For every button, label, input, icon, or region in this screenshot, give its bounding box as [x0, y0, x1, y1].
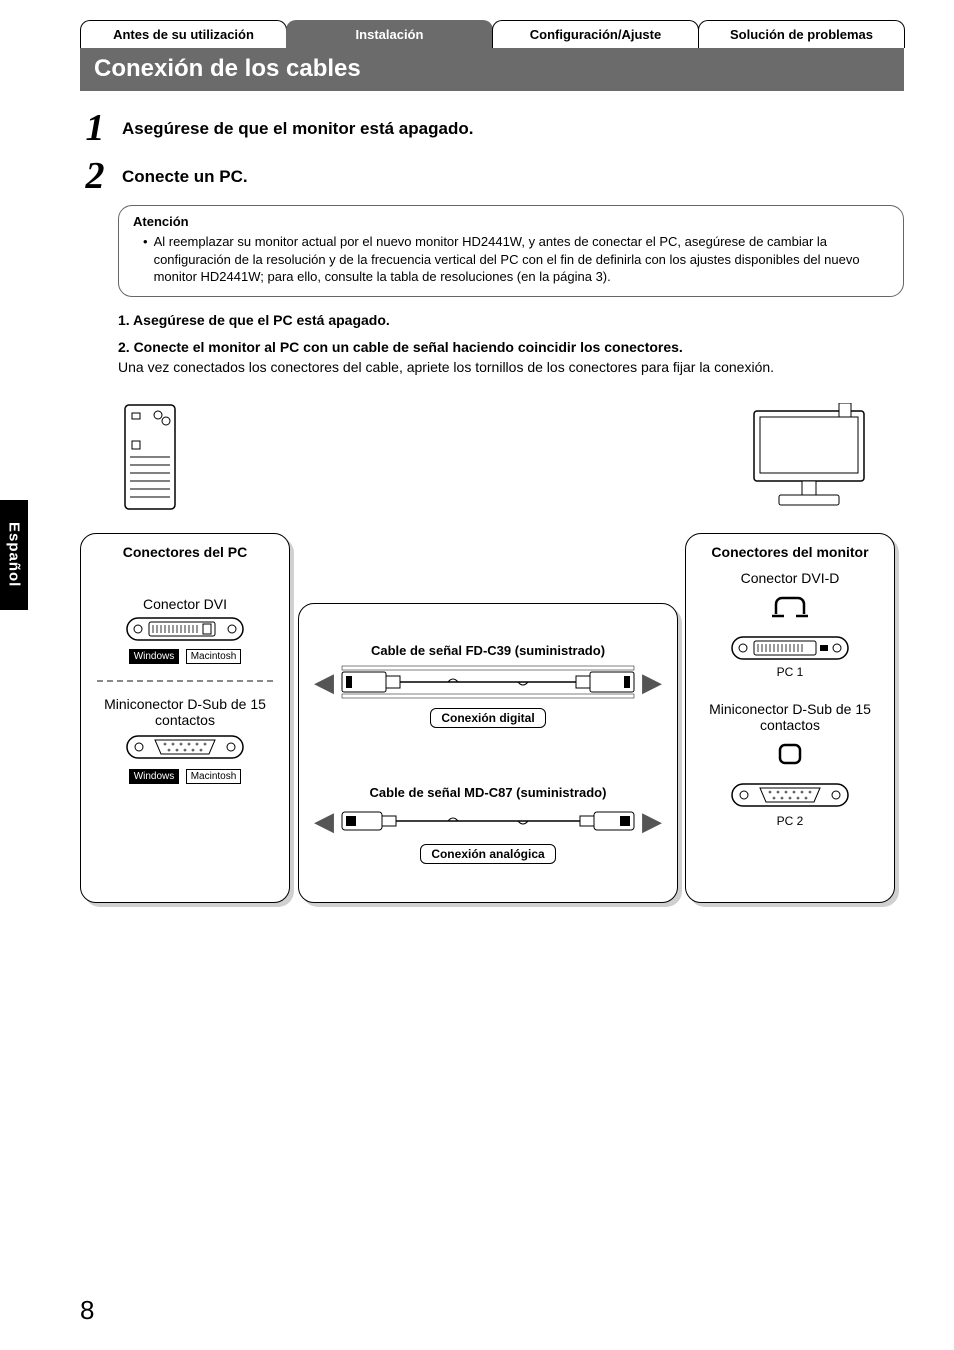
analog-connection-tag: Conexión analógica [420, 844, 555, 864]
dvid-port-icon [730, 635, 850, 661]
steps: 1 Asegúrese de que el monitor está apaga… [80, 109, 904, 923]
dvi-label: Conector DVI [89, 596, 281, 612]
pc1-label: PC 1 [694, 665, 886, 679]
arrow-left-icon: ◀ [314, 808, 334, 834]
arrow-right-icon: ▶ [642, 808, 662, 834]
substep-2-title: 2. Conecte el monitor al PC con un cable… [118, 339, 683, 355]
dsub-label-left: Miniconector D-Sub de 15 contactos [89, 696, 281, 728]
pc-tower-icon [120, 403, 180, 513]
step-1-number: 1 [80, 109, 110, 147]
step-2: 2 Conecte un PC. [80, 157, 904, 195]
dvid-symbol-icon [770, 594, 810, 622]
tab-installation[interactable]: Instalación [286, 20, 493, 48]
connection-diagram: Conectores del PC Conector DVI [80, 403, 904, 923]
cable-mdc87-label: Cable de señal MD-C87 (suministrado) [307, 785, 669, 800]
dsub-port-icon [730, 780, 850, 810]
attention-box: Atención Al reemplazar su monitor actual… [118, 205, 904, 297]
macintosh-badge: Macintosh [186, 649, 242, 664]
dsub-symbol-icon [774, 741, 806, 767]
dvi-cable-icon [338, 662, 638, 702]
monitor-connectors-box: Conectores del monitor Conector DVI-D [685, 533, 895, 903]
cable-analog-group: Cable de señal MD-C87 (suministrado) ◀ [307, 785, 669, 864]
divider [97, 680, 273, 682]
dvi-port-icon [125, 616, 245, 642]
monitor-connectors-title: Conectores del monitor [694, 544, 886, 560]
dsub-port-icon [125, 732, 245, 762]
pc2-label: PC 2 [694, 814, 886, 828]
attention-bullet: Al reemplazar su monitor actual por el n… [143, 233, 889, 286]
cables-box: Cable de señal FD-C39 (suministrado) ◀ [298, 603, 678, 903]
substep-1: 1. Asegúrese de que el PC está apagado. [118, 311, 904, 331]
page-number: 8 [80, 1295, 94, 1326]
arrow-left-icon: ◀ [314, 669, 334, 695]
substeps: 1. Asegúrese de que el PC está apagado. … [118, 311, 904, 378]
cable-digital-group: Cable de señal FD-C39 (suministrado) ◀ [307, 643, 669, 728]
section-tabs: Antes de su utilización Instalación Conf… [80, 20, 904, 48]
cable-fdc39-label: Cable de señal FD-C39 (suministrado) [307, 643, 669, 658]
vga-cable-icon [338, 804, 638, 838]
page: Español Antes de su utilización Instalac… [0, 0, 954, 1350]
windows-badge: Windows [129, 769, 180, 784]
digital-connection-tag: Conexión digital [430, 708, 545, 728]
pc-connectors-box: Conectores del PC Conector DVI [80, 533, 290, 903]
macintosh-badge: Macintosh [186, 769, 242, 784]
dsub-label-right: Miniconector D-Sub de 15 contactos [694, 701, 886, 733]
step-1: 1 Asegúrese de que el monitor está apaga… [80, 109, 904, 147]
page-title: Conexión de los cables [80, 47, 904, 91]
windows-badge: Windows [129, 649, 180, 664]
tab-troubleshoot[interactable]: Solución de problemas [698, 20, 905, 48]
pc-connectors-title: Conectores del PC [89, 544, 281, 560]
step-1-title: Asegúrese de que el monitor está apagado… [122, 109, 473, 139]
monitor-icon [744, 403, 874, 513]
arrow-right-icon: ▶ [642, 669, 662, 695]
substep-2-body: Una vez conectados los conectores del ca… [118, 359, 774, 375]
step-2-number: 2 [80, 157, 110, 195]
dvid-label: Conector DVI-D [694, 570, 886, 586]
attention-heading: Atención [133, 214, 889, 229]
language-side-tab: Español [0, 500, 28, 610]
attention-text: Al reemplazar su monitor actual por el n… [154, 233, 889, 286]
tab-before-use[interactable]: Antes de su utilización [80, 20, 287, 48]
tab-config[interactable]: Configuración/Ajuste [492, 20, 699, 48]
step-2-title: Conecte un PC. [122, 157, 248, 187]
